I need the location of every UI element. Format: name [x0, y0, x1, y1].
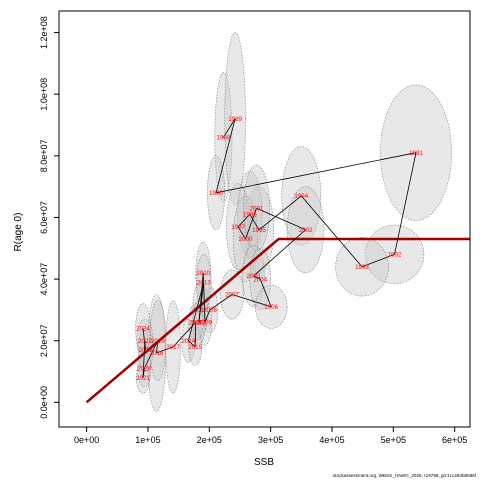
- x-tick-label: 1e+05: [135, 435, 160, 445]
- trajectory-segment-2019-2020: [143, 340, 159, 369]
- x-tick-label: 4e+05: [319, 435, 344, 445]
- y-tick-label: 0.0e+00: [39, 386, 49, 419]
- trajectory-segment-1996-1997: [237, 214, 251, 227]
- trajectory-segment-1992-1993: [361, 254, 395, 268]
- year-label-1994: 1994: [294, 193, 308, 200]
- year-label-2021: 2021: [136, 375, 150, 382]
- stock-recruit-curve: [85, 237, 470, 404]
- year-label-1992: 1992: [388, 252, 402, 259]
- trajectory-segment-2002-2003: [253, 229, 306, 277]
- y-tick-label: 1.0e+08: [39, 78, 49, 111]
- y-axis-title: R(age 0): [13, 213, 24, 252]
- trajectory-segment-1991-1992: [394, 152, 417, 255]
- year-label-2001: 2001: [250, 205, 264, 212]
- trajectory-segment-2016-2017: [172, 321, 197, 348]
- year-label-2003: 2003: [247, 273, 261, 280]
- year-label-1989: 1989: [228, 116, 242, 123]
- trajectory-segment-2014-2015: [188, 340, 196, 348]
- year-label-1995: 1995: [252, 227, 266, 234]
- year-label-2007: 2007: [225, 292, 239, 299]
- y-tick-label: 1.2e+08: [39, 16, 49, 49]
- trajectory-segment-1997-2000: [237, 226, 246, 240]
- source-footnote: stockassessment.org, WBSS_HAWG_2026, r19…: [332, 473, 476, 478]
- year-label-2000: 2000: [239, 236, 253, 243]
- trajectory-segment-1988-1989: [223, 118, 236, 138]
- year-label-2006: 2006: [264, 304, 278, 311]
- year-label-2020: 2020: [137, 366, 151, 373]
- trajectory-segment-1990-1991: [215, 152, 417, 194]
- year-label-2002: 2002: [299, 227, 313, 234]
- year-label-2016: 2016: [189, 319, 203, 326]
- year-label-2008: 2008: [203, 307, 217, 314]
- trajectory-segment-2001-2002: [256, 207, 306, 231]
- trajectory-segment-2004-2006: [259, 278, 272, 307]
- trajectory-segment-2017-2018: [156, 346, 174, 354]
- trajectory-segment-2000-2001: [245, 208, 257, 240]
- year-label-2012: 2012: [192, 319, 206, 326]
- year-label-2023: 2023: [139, 347, 153, 354]
- x-tick-label: 6e+05: [442, 435, 467, 445]
- x-tick-label: 5e+05: [381, 435, 406, 445]
- trajectory-lines: [142, 118, 417, 378]
- trajectory-segment-2003-2004: [253, 275, 261, 280]
- x-tick-label: 2e+05: [197, 435, 222, 445]
- trajectory-segment-1995-1996: [249, 214, 260, 231]
- year-labels: 1988 1989 1990 1991 1992 1993 1994 1995 1996 1997…: [136, 116, 423, 382]
- year-label-1996: 1996: [243, 212, 257, 219]
- trajectory-segment-2013-2014: [188, 282, 205, 341]
- trajectory-segment-2008-2009: [204, 309, 211, 323]
- x-tick-label: 0e+00: [74, 435, 99, 445]
- y-tick-label: 2.0e+07: [39, 324, 49, 357]
- year-label-2024: 2024: [136, 326, 150, 333]
- year-label-2015: 2015: [188, 344, 202, 351]
- year-label-1997: 1997: [231, 224, 245, 231]
- trajectory-segment-2009-2010: [202, 272, 206, 323]
- trajectory-segment-2023-2024: [142, 328, 146, 351]
- year-label-2019: 2019: [151, 338, 165, 345]
- trajectory-segment-2018-2019: [156, 340, 159, 354]
- y-tick-label: 8.0e+07: [39, 139, 49, 172]
- year-label-1993: 1993: [355, 264, 369, 271]
- year-label-2010: 2010: [196, 270, 210, 277]
- year-label-2022: 2022: [138, 338, 152, 345]
- x-axis: 0e+00 1e+05 2e+05 3e+05 4e+05 5e+05 6e+05: [74, 426, 467, 445]
- trajectory-segment-1989-1990: [215, 118, 236, 193]
- trajectory-segment-2012-2013: [198, 282, 205, 323]
- year-label-1991: 1991: [409, 150, 423, 157]
- year-label-2017: 2017: [166, 344, 180, 351]
- year-label-2004: 2004: [253, 276, 267, 283]
- y-tick-label: 4.0e+07: [39, 263, 49, 296]
- trajectory-segment-2021-2022: [142, 340, 146, 378]
- x-tick-label: 3e+05: [258, 435, 283, 445]
- trajectory-segment-2006-2007: [231, 294, 272, 308]
- y-axis: 0.0e+00 2.0e+07 4.0e+07 6.0e+07 8.0e+07 1.0e+…: [39, 16, 60, 419]
- trajectory-segment-1994-1995: [258, 195, 302, 231]
- year-label-2009: 2009: [198, 319, 212, 326]
- year-label-2018: 2018: [150, 350, 164, 357]
- year-label-2013: 2013: [197, 279, 211, 286]
- year-label-1988: 1988: [217, 135, 231, 142]
- trajectory-segment-2015-2016: [194, 322, 197, 347]
- x-axis-title: SSB: [254, 457, 274, 468]
- trajectory-segment-1993-1994: [300, 195, 363, 268]
- stock-recruit-line: [85, 237, 470, 404]
- y-tick-label: 6.0e+07: [39, 201, 49, 234]
- year-label-1990: 1990: [209, 190, 223, 197]
- year-label-2011: 2011: [193, 307, 207, 314]
- year-label-2014: 2014: [182, 338, 196, 345]
- trajectory-segment-2007-2008: [209, 294, 233, 311]
